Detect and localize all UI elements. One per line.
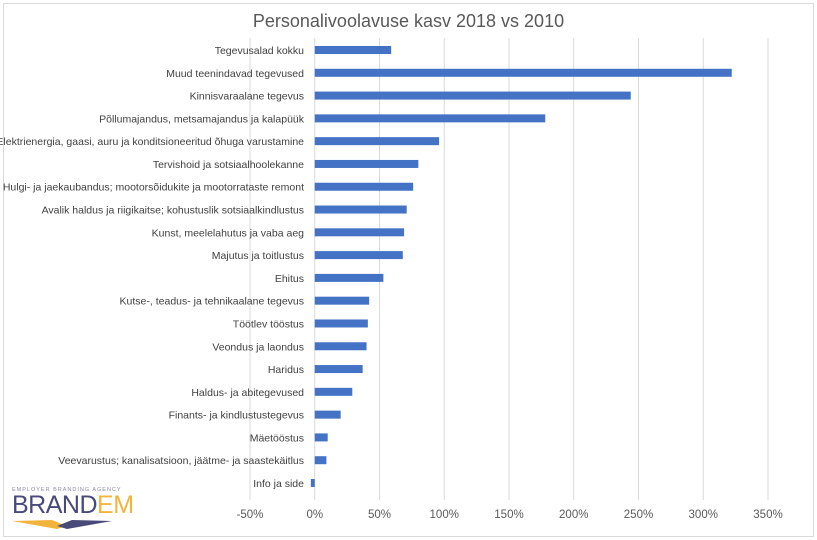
category-label: Haldus- ja abitegevused bbox=[191, 387, 304, 399]
category-label: Veevarustus; kanalisatsioon, jäätme- ja … bbox=[58, 455, 304, 467]
logo-name-b: EM bbox=[97, 491, 134, 519]
category-label: Elektrienergia, gaasi, auru ja konditsio… bbox=[0, 136, 304, 148]
bar bbox=[314, 387, 353, 396]
bar bbox=[314, 273, 384, 282]
category-label: Veondus ja laondus bbox=[212, 341, 304, 353]
bar bbox=[314, 46, 392, 54]
category-label: Kinnisvaraalane tegevus bbox=[190, 91, 304, 103]
bar bbox=[314, 433, 328, 442]
bar bbox=[314, 68, 732, 77]
bar bbox=[314, 296, 370, 305]
bar bbox=[314, 159, 419, 168]
category-label: Finants- ja kindlustustegevus bbox=[169, 410, 304, 422]
x-tick-label: 350% bbox=[753, 509, 782, 521]
category-label: Kutse-, teadus- ja tehnikaalane tegevus bbox=[120, 296, 304, 308]
category-label: Hulgi- ja jaekaubandus; mootorsõidukite … bbox=[3, 182, 304, 194]
bar bbox=[314, 205, 407, 214]
bar bbox=[314, 319, 368, 328]
x-tick-label: 100% bbox=[430, 509, 459, 521]
category-label: Tervishoid ja sotsiaalhoolekanne bbox=[153, 159, 304, 171]
x-tick-label: 150% bbox=[494, 509, 523, 521]
logo-tagline: EMPLOYER BRANDING AGENCY bbox=[12, 487, 122, 493]
category-label: Kunst, meelelahutus ja vaba aeg bbox=[152, 227, 305, 239]
category-label: Töötlev tööstus bbox=[233, 318, 304, 330]
bar bbox=[314, 342, 367, 351]
bar bbox=[314, 228, 405, 237]
category-label: Info ja side bbox=[253, 478, 304, 490]
category-label: Avalik haldus ja riigikaitse; kohustusli… bbox=[42, 205, 304, 217]
x-tick-label: 300% bbox=[689, 509, 718, 521]
category-label: Mäetööstus bbox=[250, 432, 304, 444]
bar bbox=[314, 137, 440, 146]
x-tick-label: -50% bbox=[237, 509, 264, 521]
bar bbox=[314, 91, 631, 100]
x-tick-label: 250% bbox=[624, 509, 653, 521]
handshake-icon bbox=[12, 520, 112, 529]
chart-frame bbox=[3, 3, 814, 537]
logo-name: BRANDEM bbox=[12, 491, 134, 519]
logo-name-a: BRAND bbox=[12, 491, 98, 519]
category-label: Majutus ja toitlustus bbox=[212, 250, 304, 262]
category-label: Muud teenindavad tegevused bbox=[166, 68, 304, 80]
bar bbox=[310, 479, 315, 487]
category-label: Tegevusalad kokku bbox=[215, 45, 304, 57]
category-label: Põllumajandus, metsamajandus ja kalapüük bbox=[99, 113, 305, 125]
category-label: Haridus bbox=[268, 364, 304, 376]
bar bbox=[314, 365, 363, 374]
bar bbox=[314, 114, 546, 123]
category-label: Ehitus bbox=[275, 273, 304, 285]
x-tick-label: 0% bbox=[306, 509, 323, 521]
bar bbox=[314, 410, 341, 419]
bar bbox=[314, 182, 414, 191]
brandem-logo: EMPLOYER BRANDING AGENCY BRANDEM bbox=[12, 487, 134, 536]
bar bbox=[314, 456, 327, 465]
x-tick-label: 50% bbox=[368, 509, 391, 521]
bar bbox=[314, 251, 403, 260]
chart-title: Personalivoolavuse kasv 2018 vs 2010 bbox=[252, 11, 565, 31]
x-tick-label: 200% bbox=[559, 509, 588, 521]
